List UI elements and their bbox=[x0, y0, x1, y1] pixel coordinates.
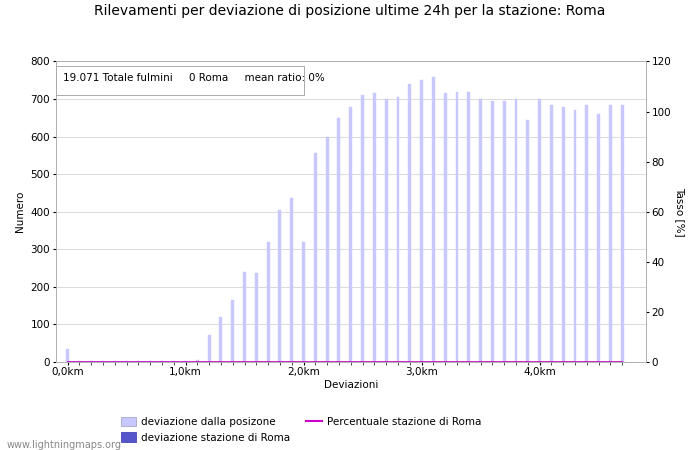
Bar bbox=[432, 76, 435, 362]
Text: 19.071 Totale fulmini     0 Roma     mean ratio: 0%: 19.071 Totale fulmini 0 Roma mean ratio:… bbox=[63, 73, 325, 83]
X-axis label: Deviazioni: Deviazioni bbox=[323, 380, 378, 390]
Bar bbox=[503, 101, 505, 362]
Bar bbox=[314, 153, 317, 362]
Bar bbox=[337, 118, 340, 362]
Bar bbox=[468, 91, 470, 362]
Bar bbox=[420, 80, 423, 362]
Bar bbox=[137, 360, 140, 362]
Bar bbox=[526, 120, 529, 362]
Bar bbox=[444, 94, 447, 362]
Bar bbox=[561, 107, 565, 362]
Bar bbox=[373, 94, 376, 362]
Bar bbox=[349, 107, 352, 362]
Bar bbox=[514, 99, 517, 362]
Bar bbox=[621, 105, 624, 362]
Bar bbox=[255, 274, 258, 362]
Bar bbox=[456, 91, 458, 362]
Bar bbox=[609, 105, 612, 362]
Bar bbox=[585, 105, 588, 362]
Bar bbox=[385, 99, 388, 362]
Bar bbox=[66, 349, 69, 362]
Y-axis label: Numero: Numero bbox=[15, 191, 25, 232]
FancyBboxPatch shape bbox=[56, 66, 304, 94]
Bar bbox=[573, 110, 577, 362]
Bar bbox=[302, 242, 305, 362]
Bar bbox=[361, 95, 364, 362]
Bar bbox=[243, 272, 246, 362]
Bar bbox=[78, 360, 80, 362]
Bar bbox=[196, 360, 199, 362]
Bar bbox=[550, 105, 553, 362]
Bar bbox=[148, 360, 152, 362]
Text: www.lightningmaps.org: www.lightningmaps.org bbox=[7, 440, 122, 450]
Bar bbox=[90, 360, 92, 362]
Bar bbox=[160, 360, 163, 362]
Text: Rilevamenti per deviazione di posizione ultime 24h per la stazione: Roma: Rilevamenti per deviazione di posizione … bbox=[94, 4, 606, 18]
Bar bbox=[231, 300, 234, 362]
Bar bbox=[396, 97, 400, 362]
Bar bbox=[220, 317, 223, 362]
Bar bbox=[184, 360, 187, 362]
Bar bbox=[408, 84, 412, 362]
Bar bbox=[491, 101, 494, 362]
Legend: deviazione dalla posizone, deviazione stazione di Roma, Percentuale stazione di : deviazione dalla posizone, deviazione st… bbox=[120, 417, 482, 442]
Bar bbox=[113, 360, 116, 362]
Bar bbox=[125, 360, 128, 362]
Bar bbox=[479, 99, 482, 362]
Bar bbox=[279, 210, 281, 362]
Bar bbox=[326, 136, 328, 362]
Bar bbox=[172, 360, 175, 362]
Bar bbox=[208, 335, 211, 362]
Bar bbox=[102, 360, 104, 362]
Bar bbox=[290, 198, 293, 362]
Bar bbox=[267, 242, 270, 362]
Y-axis label: Tasso [%]: Tasso [%] bbox=[675, 187, 685, 236]
Bar bbox=[597, 114, 600, 362]
Bar bbox=[538, 99, 541, 362]
